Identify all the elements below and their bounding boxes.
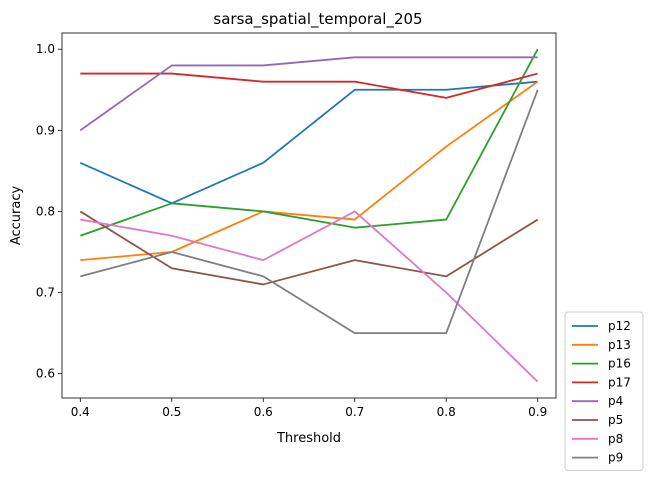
legend-label-p16: p16 bbox=[608, 357, 631, 371]
series-line-p16 bbox=[79, 48, 539, 237]
legend-label-p17: p17 bbox=[608, 375, 631, 389]
series-line-p4 bbox=[79, 56, 538, 132]
y-tick-label: 1.0 bbox=[36, 42, 55, 56]
y-tick-label: 0.9 bbox=[36, 123, 55, 137]
legend-label-p12: p12 bbox=[608, 319, 631, 333]
x-tick-label: 0.4 bbox=[71, 405, 90, 419]
x-tick-label: 0.6 bbox=[254, 405, 273, 419]
x-tick-label: 0.7 bbox=[345, 405, 364, 419]
plot-frame bbox=[61, 32, 557, 399]
y-axis-label: Accuracy bbox=[9, 186, 24, 246]
x-tick-label: 0.5 bbox=[162, 405, 181, 419]
chart-title: sarsa_spatial_temporal_205 bbox=[213, 10, 422, 29]
y-tick-label: 0.6 bbox=[36, 367, 55, 381]
legend-label-p5: p5 bbox=[608, 413, 623, 427]
series-layer bbox=[79, 48, 539, 383]
series-line-p13 bbox=[80, 80, 539, 262]
legend-label-p9: p9 bbox=[608, 451, 623, 465]
axis-layer: 0.4 0.5 0.6 0.7 0.8 0.9 0.6 0.7 0.8 0.9 1.0 bbox=[36, 42, 547, 419]
legend-label-p8: p8 bbox=[608, 432, 623, 446]
y-tick-label: 0.8 bbox=[36, 204, 55, 218]
x-axis-label: Threshold bbox=[276, 431, 341, 446]
series-line-p9 bbox=[80, 89, 539, 335]
legend-label-p4: p4 bbox=[608, 394, 623, 408]
y-tick-label: 0.7 bbox=[36, 286, 55, 300]
series-line-p8 bbox=[80, 210, 539, 383]
series-line-p12 bbox=[79, 80, 538, 205]
legend-label-p13: p13 bbox=[608, 338, 631, 352]
x-tick-label: 0.8 bbox=[437, 405, 456, 419]
legend-box bbox=[564, 311, 644, 471]
legend: p12 p13 p16 p17 p4 p5 p8 p9 bbox=[564, 311, 644, 471]
series-line-p5 bbox=[79, 210, 539, 286]
series-line-p17 bbox=[80, 72, 538, 99]
x-tick-label: 0.9 bbox=[528, 405, 547, 419]
